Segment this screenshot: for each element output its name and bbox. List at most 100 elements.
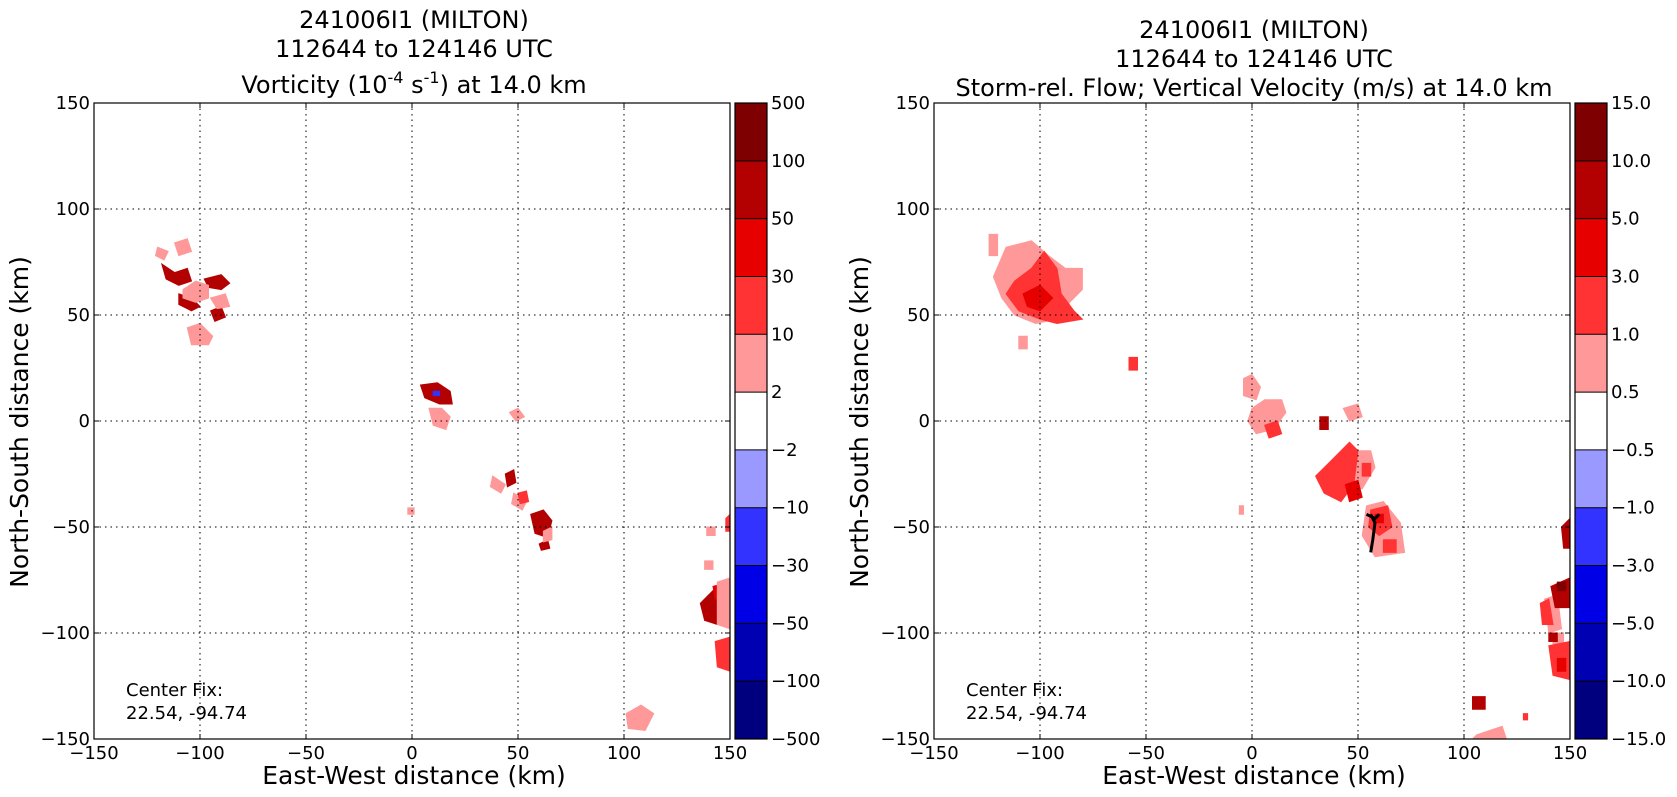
plot-area: −150 −100 −50 0 50 100 150 −150 −100 −50 0 50 100 150… xyxy=(881,93,1588,764)
plot-background xyxy=(94,103,730,739)
contour-region xyxy=(1556,581,1567,592)
colorbar: 15.0 10.0 5.0 3.0 1.0 0.5 −0.5 −1.0 −3.0 −5.0 −10.… xyxy=(1574,93,1666,750)
colorbar-segment xyxy=(735,507,767,566)
contour-region xyxy=(714,636,731,672)
x-tick-label: 100 xyxy=(607,743,641,764)
colorbar-segment xyxy=(1575,507,1607,566)
x-tick-label: 150 xyxy=(713,743,747,764)
contour-region xyxy=(1264,420,1283,439)
x-tick-label: 0 xyxy=(1246,743,1257,764)
colorbar-tick-label: 1.0 xyxy=(1611,324,1640,345)
colorbar-tick-label: 3.0 xyxy=(1611,266,1640,287)
colorbar-tick-label: 50 xyxy=(771,209,794,230)
contour-region xyxy=(704,560,714,570)
colorbar: 500 100 50 30 10 2 −2 −10 −30 −50 −100 −500 xyxy=(734,93,820,750)
colorbar-tick-label: 10 xyxy=(771,324,794,345)
contour-region xyxy=(1539,598,1554,625)
colorbar-segment xyxy=(735,565,767,624)
colorbar-segment xyxy=(1575,623,1607,682)
colorbar-segment xyxy=(1575,276,1607,335)
y-tick-label: 150 xyxy=(56,93,90,114)
contour-region xyxy=(1556,657,1567,672)
colorbar-tick-label: 0.5 xyxy=(1611,382,1640,403)
colorbar-tick-label: −100 xyxy=(771,671,820,692)
chart-title-line-3: Vorticity (10-4 s-1) at 14.0 km xyxy=(241,68,586,99)
contour-region xyxy=(209,293,231,310)
contour-region xyxy=(154,246,169,261)
contour-region xyxy=(504,469,517,488)
contour-region xyxy=(625,704,655,732)
flow-vector xyxy=(1365,512,1381,521)
y-axis-label: North-South distance (km) xyxy=(5,256,34,588)
contour-region xyxy=(1344,479,1363,503)
title-suffix: ) at 14.0 km xyxy=(440,71,587,99)
colorbar-tick-label: 15.0 xyxy=(1611,93,1651,114)
contour-region xyxy=(432,390,441,397)
colorbar-tick-label: −10 xyxy=(771,498,809,519)
x-tick-label: 100 xyxy=(1447,743,1481,764)
x-tick-label: 0 xyxy=(406,743,417,764)
y-tick-label: −100 xyxy=(881,623,930,644)
x-tick-label: 150 xyxy=(1553,743,1587,764)
contour-region xyxy=(1522,713,1529,721)
center-fix-annotation: 22.54, -94.74 xyxy=(126,703,247,724)
colorbar-segment xyxy=(735,276,767,335)
y-tick-label: 0 xyxy=(79,411,90,432)
colorbar-segment xyxy=(735,623,767,682)
colorbar-tick-label: −1.0 xyxy=(1611,498,1655,519)
x-tick-label: −50 xyxy=(287,743,325,764)
colorbar-segment xyxy=(735,681,767,739)
contour-region xyxy=(988,233,999,257)
contour-region xyxy=(1022,284,1054,312)
center-fix-annotation: Center Fix: xyxy=(966,680,1063,701)
contour-region xyxy=(407,507,415,515)
y-tick-label: 150 xyxy=(896,93,930,114)
contour-region xyxy=(1472,696,1486,710)
colorbar-frame xyxy=(1574,102,1608,740)
colorbar-tick-label: −15.0 xyxy=(1611,729,1666,750)
x-tick-label: −100 xyxy=(1015,743,1064,764)
center-fix-annotation: 22.54, -94.74 xyxy=(966,703,1087,724)
colorbar-tick-label: 10.0 xyxy=(1611,151,1651,172)
contour-region xyxy=(1243,373,1262,401)
colorbar-segment xyxy=(1575,392,1607,450)
colorbar-segment xyxy=(735,334,767,393)
contour-region xyxy=(1342,403,1363,422)
contour-region xyxy=(1361,462,1372,477)
contour-region xyxy=(489,475,506,494)
x-axis-label: East-West distance (km) xyxy=(262,761,566,790)
colorbar-segment xyxy=(735,449,767,508)
contour-region xyxy=(1382,539,1397,553)
y-tick-label: −50 xyxy=(52,517,90,538)
x-tick-label: −150 xyxy=(909,743,958,764)
contour-region xyxy=(1018,335,1028,350)
colorbar-tick-label: −30 xyxy=(771,556,809,577)
x-tick-label: −50 xyxy=(1127,743,1165,764)
colorbar-tick-label: −0.5 xyxy=(1611,440,1655,461)
contour-region xyxy=(173,238,193,257)
y-tick-label: −100 xyxy=(41,623,90,644)
colorbar-frame xyxy=(734,102,768,740)
vorticity-panel: 241006I1 (MILTON) 112644 to 124146 UTC V… xyxy=(5,6,820,790)
contour-region xyxy=(1548,632,1558,642)
colorbar-tick-label: −5.0 xyxy=(1611,613,1655,634)
colorbar-tick-label: −10.0 xyxy=(1611,671,1666,692)
y-tick-label: −50 xyxy=(892,517,930,538)
contour-region xyxy=(508,407,526,422)
colorbar-segment xyxy=(735,103,767,161)
colorbar-tick-label: −3.0 xyxy=(1611,556,1655,577)
colorbar-tick-label: 100 xyxy=(771,151,805,172)
y-tick-label: 100 xyxy=(56,199,90,220)
colorbar-segment xyxy=(1575,565,1607,624)
y-tick-label: −150 xyxy=(881,729,930,750)
colorbar-segment xyxy=(1575,103,1607,161)
chart-title-line-1: 241006I1 (MILTON) xyxy=(1139,16,1369,44)
y-tick-label: 0 xyxy=(919,411,930,432)
contour-region xyxy=(1238,505,1244,515)
colorbar-segment xyxy=(1575,218,1607,277)
chart-title-line-1: 241006I1 (MILTON) xyxy=(299,6,529,34)
colorbar-tick-label: 500 xyxy=(771,93,805,114)
colorbar-segment xyxy=(1575,334,1607,393)
x-tick-label: −150 xyxy=(69,743,118,764)
